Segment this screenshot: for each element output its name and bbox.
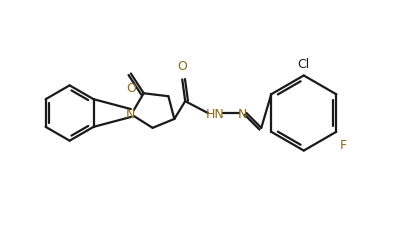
- Text: N: N: [238, 107, 247, 120]
- Text: Cl: Cl: [298, 57, 310, 70]
- Text: O: O: [126, 82, 136, 95]
- Text: F: F: [340, 138, 347, 151]
- Text: HN: HN: [206, 107, 224, 120]
- Text: N: N: [126, 107, 135, 120]
- Text: O: O: [177, 59, 187, 72]
